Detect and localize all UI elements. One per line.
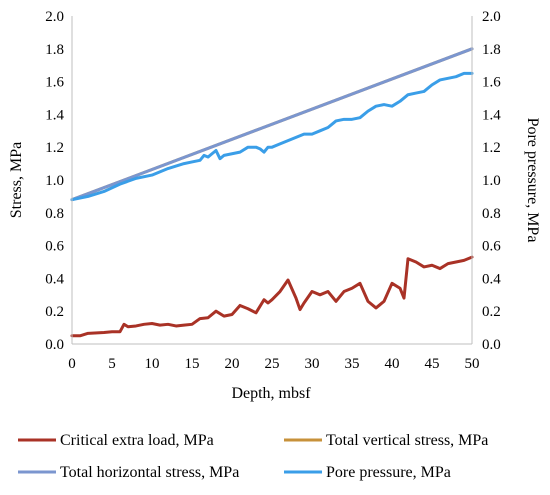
y-tick-label: 2.0: [45, 9, 64, 25]
series-layer: [70, 47, 474, 338]
y-tick-label: 0.4: [45, 271, 64, 287]
y2-tick-label: 1.4: [482, 107, 501, 123]
y-tick-label: 0.6: [45, 239, 64, 255]
y2-tick-label: 0.2: [482, 304, 501, 320]
legend-label-pore-pressure: Pore pressure, MPa: [326, 464, 451, 481]
axes-layer: 0 5 10 15 20 25 30 35 40 45 500.00.20.40.60.81.01.…: [45, 9, 501, 372]
y-tick-label: 1.0: [45, 173, 64, 189]
y-tick-label: 1.6: [45, 75, 64, 91]
x-tick-label: 35: [345, 356, 360, 372]
x-tick-label: 5: [108, 356, 116, 372]
x-tick-label: 50: [465, 356, 480, 372]
legend: Critical extra load, MPa Total vertical s…: [18, 432, 488, 481]
y-tick-label: 0.8: [45, 206, 64, 222]
y-tick-label: 0.0: [45, 337, 64, 353]
y-tick-label: 1.2: [45, 140, 64, 156]
x-tick-label: 30: [305, 356, 320, 372]
x-tick-label: 45: [425, 356, 440, 372]
x-axis-title: Depth, mbsf: [231, 385, 311, 402]
y-tick-label: 1.4: [45, 107, 64, 123]
y2-tick-label: 1.6: [482, 75, 501, 91]
x-tick-label: 15: [185, 356, 200, 372]
series-line-critical-extra-load: [70, 255, 474, 338]
x-tick-label: 25: [265, 356, 280, 372]
y-tick-label: 0.2: [45, 304, 64, 320]
y2-tick-label: 2.0: [482, 9, 501, 25]
y2-tick-label: 0.4: [482, 271, 501, 287]
x-tick-label: 0: [68, 356, 76, 372]
y2-tick-label: 1.0: [482, 173, 501, 189]
series-line-pore-pressure: [70, 71, 474, 202]
y-tick-label: 1.8: [45, 42, 64, 58]
y2-tick-label: 0.6: [482, 239, 501, 255]
x-tick-label: 40: [385, 356, 400, 372]
legend-label-critical-extra-load: Critical extra load, MPa: [60, 432, 214, 449]
y2-tick-label: 0.8: [482, 206, 501, 222]
series-line-total-horizontal-stress: [70, 47, 474, 202]
y2-tick-label: 0.0: [482, 337, 501, 353]
x-tick-label: 20: [225, 356, 240, 372]
y2-axis-title: Pore pressure, MPa: [524, 118, 541, 243]
legend-label-total-horizontal-stress: Total horizontal stress, MPa: [60, 464, 239, 481]
y-axis-title: Stress, MPa: [8, 142, 25, 218]
x-tick-label: 10: [145, 356, 160, 372]
y2-tick-label: 1.2: [482, 140, 501, 156]
y2-tick-label: 1.8: [482, 42, 501, 58]
legend-label-total-vertical-stress: Total vertical stress, MPa: [326, 432, 488, 449]
